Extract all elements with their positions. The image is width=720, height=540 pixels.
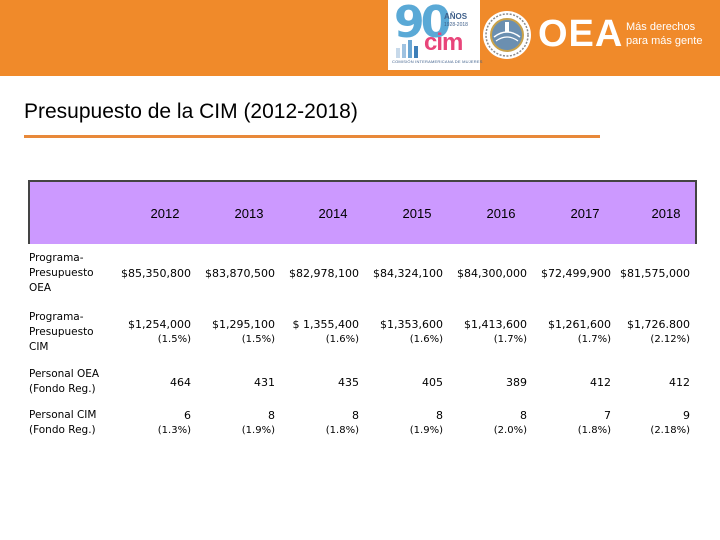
table-header-year: 2018 — [617, 180, 697, 244]
table-cell: 6 (1.3%) — [157, 409, 191, 436]
table-cell: 405 — [422, 375, 443, 389]
oea-slogan-line1: Más derechos — [626, 21, 696, 33]
row-label: Programa- Presupuesto CIM — [29, 310, 94, 353]
table-cell: 8 (1.8%) — [325, 409, 359, 436]
table-cell: $1,254,000 (1.5%) — [128, 318, 191, 345]
table-cell: 8 (2.0%) — [493, 409, 527, 436]
table-cell: $1,261,600 (1.7%) — [548, 318, 611, 345]
table-header-year: 2016 — [449, 180, 533, 244]
table-cell: 412 — [669, 375, 690, 389]
table-cell: 464 — [170, 375, 191, 389]
table-header-row: 2012 2013 2014 2015 2016 2017 2018 — [28, 180, 697, 244]
table-cell: 431 — [254, 375, 275, 389]
table-cell: 8 (1.9%) — [409, 409, 443, 436]
table-header-corner — [28, 180, 113, 244]
table-cell: $84,300,000 — [457, 266, 527, 280]
table-row: Personal OEA (Fondo Reg.) 464 431 435 40… — [29, 362, 696, 402]
table-row: Programa- Presupuesto OEA $85,350,800 $8… — [29, 244, 696, 302]
slide-title: Presupuesto de la CIM (2012-2018) — [24, 100, 358, 123]
table-cell: $82,978,100 — [289, 266, 359, 280]
table-cell: 412 — [590, 375, 611, 389]
row-label: Personal CIM (Fondo Reg.) — [29, 409, 97, 436]
table-header-year: 2013 — [197, 180, 281, 244]
oea-slogan-line2: para más gente — [626, 35, 703, 47]
table-cell: $84,324,100 — [373, 266, 443, 280]
cim-logo-anios: AÑOS — [444, 12, 468, 21]
table-cell: $72,499,900 — [541, 266, 611, 280]
table-cell: $ 1,355,400 (1.6%) — [292, 318, 359, 345]
cim-bars-icon — [396, 40, 418, 58]
oea-wordmark: OEA — [538, 13, 624, 55]
table-cell: 435 — [338, 375, 359, 389]
cim-logo-years: 1928-2018 — [444, 22, 468, 28]
table-cell: $1,413,600 (1.7%) — [464, 318, 527, 345]
table-cell: $83,870,500 — [205, 266, 275, 280]
cim-logo-acronym: cim — [424, 29, 463, 56]
row-label: Programa- Presupuesto OEA — [29, 251, 94, 294]
table-cell: 7 (1.8%) — [577, 409, 611, 436]
table-header-year: 2015 — [365, 180, 449, 244]
table-row: Programa- Presupuesto CIM $1,254,000 (1.5… — [29, 302, 696, 362]
table-cell: 389 — [506, 375, 527, 389]
cim-logo-tagline: COMISIÓN INTERAMERICANA DE MUJERES — [392, 59, 483, 64]
oea-slogan: Más derechos para más gente — [626, 20, 702, 48]
table-header-year: 2012 — [113, 180, 197, 244]
table-cell: $1,295,100 (1.5%) — [212, 318, 275, 345]
table-header-year: 2017 — [533, 180, 617, 244]
table-cell: $81,575,000 — [620, 266, 690, 280]
table-cell: 8 (1.9%) — [241, 409, 275, 436]
table-cell: $1,353,600 (1.6%) — [380, 318, 443, 345]
title-underline — [24, 135, 600, 138]
row-label: Personal OEA (Fondo Reg.) — [29, 368, 100, 395]
budget-table: 2012 2013 2014 2015 2016 2017 2018 Progr… — [28, 180, 697, 444]
table-row: Personal CIM (Fondo Reg.) 6 (1.3%) 8 (1.9%… — [29, 402, 696, 444]
oas-seal-icon — [483, 11, 531, 59]
table-header-year: 2014 — [281, 180, 365, 244]
table-cell: $1,726.800 (2.12%) — [627, 318, 690, 345]
cim-logo-ninety: 90 — [394, 0, 451, 48]
table-cell: $85,350,800 — [121, 266, 191, 280]
header-banner: 90 AÑOS 1928-2018 cim COMISIÓN INTERAMER… — [0, 0, 720, 76]
cim-90-anniversary-logo: 90 AÑOS 1928-2018 cim COMISIÓN INTERAMER… — [388, 0, 483, 70]
table-cell: 9 (2.18%) — [650, 409, 690, 436]
